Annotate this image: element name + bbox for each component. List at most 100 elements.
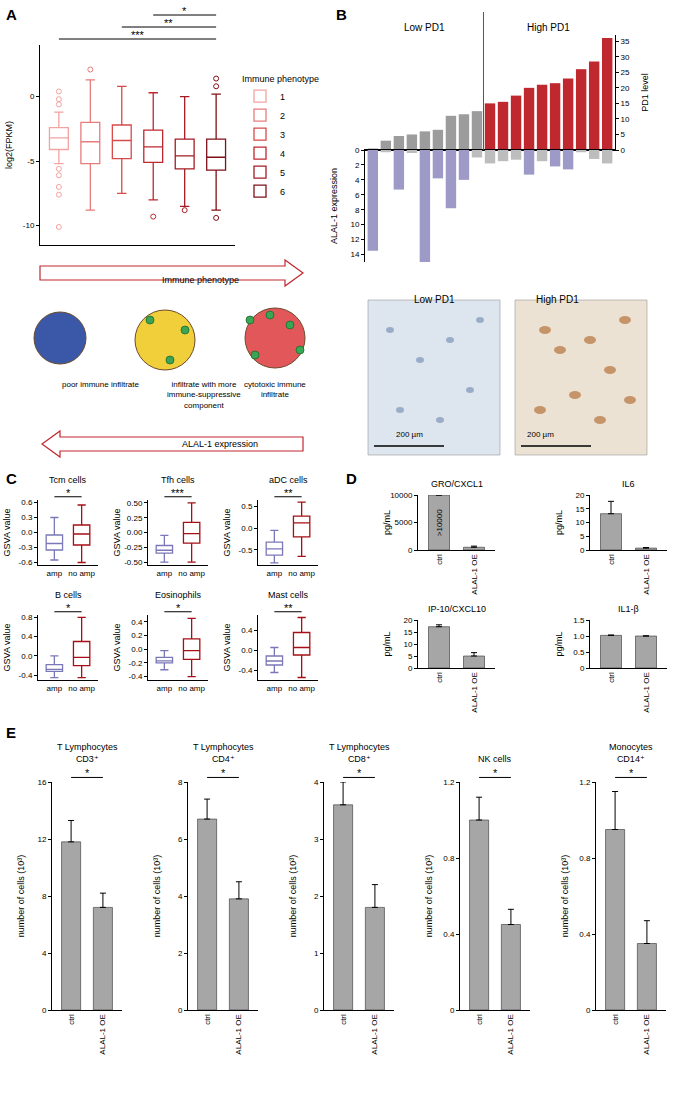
svg-text:aDC cells: aDC cells bbox=[269, 475, 308, 485]
svg-text:0.4: 0.4 bbox=[21, 632, 33, 641]
svg-text:-0.4: -0.4 bbox=[19, 671, 33, 680]
svg-text:0: 0 bbox=[408, 546, 413, 555]
svg-text:0: 0 bbox=[580, 546, 585, 555]
svg-text:High PD1: High PD1 bbox=[536, 294, 579, 305]
svg-text:>10000: >10000 bbox=[435, 509, 444, 536]
svg-text:amp: amp bbox=[267, 569, 283, 578]
svg-text:0.3: 0.3 bbox=[21, 513, 33, 522]
svg-text:5000: 5000 bbox=[395, 518, 413, 527]
svg-text:*: * bbox=[66, 602, 71, 614]
svg-text:0.8: 0.8 bbox=[579, 854, 591, 863]
svg-text:14: 14 bbox=[350, 250, 359, 259]
svg-text:no amp: no amp bbox=[68, 684, 95, 693]
svg-text:5: 5 bbox=[408, 652, 413, 661]
svg-text:amp: amp bbox=[47, 684, 63, 693]
svg-text:Low PD1: Low PD1 bbox=[404, 22, 445, 33]
svg-text:GSVA value: GSVA value bbox=[2, 509, 12, 557]
svg-text:*: * bbox=[493, 767, 498, 779]
svg-text:20: 20 bbox=[575, 491, 584, 500]
svg-text:poor immune infiltrate: poor immune infiltrate bbox=[62, 380, 139, 389]
svg-text:0: 0 bbox=[314, 1006, 319, 1015]
svg-text:*: * bbox=[182, 5, 187, 17]
svg-text:15: 15 bbox=[403, 628, 412, 637]
svg-text:pg/mL: pg/mL bbox=[554, 510, 564, 535]
svg-text:3: 3 bbox=[280, 130, 285, 140]
svg-text:High PD1: High PD1 bbox=[527, 22, 570, 33]
svg-text:4: 4 bbox=[178, 892, 183, 901]
svg-text:ctrl: ctrl bbox=[435, 672, 444, 683]
svg-text:4: 4 bbox=[280, 149, 285, 159]
svg-text:pg/mL: pg/mL bbox=[554, 631, 564, 656]
svg-text:0: 0 bbox=[621, 146, 626, 155]
svg-text:C: C bbox=[6, 470, 17, 487]
svg-text:6: 6 bbox=[280, 187, 285, 197]
svg-text:2: 2 bbox=[280, 111, 285, 121]
svg-text:amp: amp bbox=[267, 684, 283, 693]
svg-text:number of cells (10³): number of cells (10³) bbox=[16, 855, 26, 938]
svg-text:ctrl: ctrl bbox=[435, 554, 444, 565]
svg-text:number of cells (10³): number of cells (10³) bbox=[560, 855, 570, 938]
svg-text:GSVA value: GSVA value bbox=[112, 624, 122, 672]
svg-text:*: * bbox=[221, 767, 226, 779]
svg-text:T LymphocytesCD3⁺: T LymphocytesCD3⁺ bbox=[57, 742, 118, 764]
svg-text:*: * bbox=[176, 602, 181, 614]
svg-text:0: 0 bbox=[586, 1006, 591, 1015]
svg-text:8: 8 bbox=[42, 892, 47, 901]
svg-text:T LymphocytesCD8⁺: T LymphocytesCD8⁺ bbox=[329, 742, 390, 764]
svg-text:ALAL-1 OE: ALAL-1 OE bbox=[470, 554, 479, 594]
svg-text:cytotoxic immuneinfiltrate: cytotoxic immuneinfiltrate bbox=[244, 380, 306, 399]
svg-text:-0.6: -0.6 bbox=[19, 558, 33, 567]
svg-text:0: 0 bbox=[178, 1006, 183, 1015]
svg-text:Tcm cells: Tcm cells bbox=[49, 475, 87, 485]
svg-text:1: 1 bbox=[314, 949, 319, 958]
svg-text:**: ** bbox=[284, 487, 293, 499]
svg-text:-0.4: -0.4 bbox=[239, 666, 253, 675]
svg-text:pg/mL: pg/mL bbox=[382, 510, 392, 535]
svg-text:0: 0 bbox=[450, 1006, 455, 1015]
svg-text:pg/mL: pg/mL bbox=[382, 631, 392, 656]
svg-text:NK cells: NK cells bbox=[478, 754, 512, 764]
svg-text:0.0: 0.0 bbox=[21, 528, 33, 537]
svg-text:6: 6 bbox=[178, 835, 183, 844]
svg-text:0.50: 0.50 bbox=[127, 499, 143, 508]
svg-text:200 µm: 200 µm bbox=[527, 430, 554, 439]
svg-text:3: 3 bbox=[314, 835, 319, 844]
svg-text:2: 2 bbox=[355, 161, 360, 170]
svg-text:no amp: no amp bbox=[68, 569, 95, 578]
svg-text:ALAL-1 expression: ALAL-1 expression bbox=[182, 439, 258, 449]
svg-text:20: 20 bbox=[621, 84, 630, 93]
svg-text:5: 5 bbox=[280, 168, 285, 178]
svg-text:B cells: B cells bbox=[55, 590, 82, 600]
svg-text:T LymphocytesCD4⁺: T LymphocytesCD4⁺ bbox=[193, 742, 254, 764]
svg-text:-5: -5 bbox=[27, 157, 35, 166]
svg-text:-0.5: -0.5 bbox=[239, 546, 253, 555]
svg-text:0: 0 bbox=[355, 146, 360, 155]
svg-text:B: B bbox=[336, 6, 347, 23]
svg-text:0.0: 0.0 bbox=[241, 524, 253, 533]
svg-text:D: D bbox=[346, 470, 357, 487]
svg-text:20: 20 bbox=[403, 616, 412, 625]
svg-text:IL6: IL6 bbox=[622, 479, 635, 489]
svg-text:0.0: 0.0 bbox=[241, 646, 253, 655]
svg-text:ctrl: ctrl bbox=[607, 554, 616, 565]
svg-text:-0.25: -0.25 bbox=[124, 543, 143, 552]
svg-text:-0.4: -0.4 bbox=[129, 672, 143, 681]
svg-text:**: ** bbox=[284, 602, 293, 614]
svg-text:Immune phenotype: Immune phenotype bbox=[242, 74, 319, 84]
svg-text:amp: amp bbox=[47, 569, 63, 578]
svg-text:***: *** bbox=[131, 29, 145, 41]
svg-text:10: 10 bbox=[350, 220, 359, 229]
svg-text:infiltrate with moreimmune-sup: infiltrate with moreimmune-suppressiveco… bbox=[167, 380, 241, 410]
svg-text:10: 10 bbox=[575, 518, 584, 527]
svg-text:0: 0 bbox=[42, 1006, 47, 1015]
svg-text:ALAL-1 OE: ALAL-1 OE bbox=[642, 672, 651, 712]
svg-text:ctrl: ctrl bbox=[611, 1014, 620, 1025]
svg-text:no amp: no amp bbox=[178, 684, 205, 693]
svg-text:no amp: no amp bbox=[288, 569, 315, 578]
svg-text:6: 6 bbox=[355, 191, 360, 200]
svg-text:*: * bbox=[66, 487, 71, 499]
svg-text:12: 12 bbox=[350, 235, 359, 244]
svg-text:ALAL-1 OE: ALAL-1 OE bbox=[99, 1014, 108, 1054]
svg-text:ALAL-1 OE: ALAL-1 OE bbox=[643, 1014, 652, 1054]
svg-text:5: 5 bbox=[580, 532, 585, 541]
